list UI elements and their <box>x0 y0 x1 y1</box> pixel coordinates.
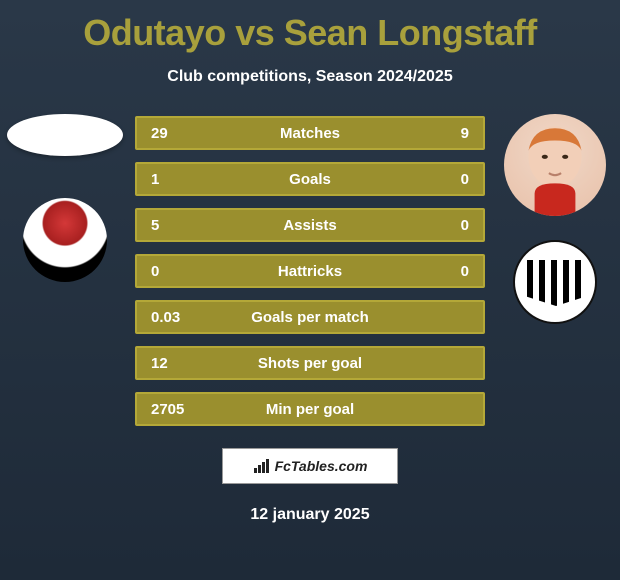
stats-table: 29 Matches 9 1 Goals 0 5 Assists 0 0 Hat… <box>135 116 485 426</box>
club-crest-left <box>23 198 107 282</box>
stat-left-value: 0.03 <box>151 309 211 326</box>
brand-box[interactable]: FcTables.com <box>222 448 398 484</box>
player-avatar-left <box>7 114 123 156</box>
stat-left-value: 12 <box>151 355 211 372</box>
stat-right-value: 0 <box>409 171 469 188</box>
chart-icon <box>253 459 271 473</box>
right-column <box>501 114 609 324</box>
stat-row: 2705 Min per goal <box>135 392 485 426</box>
stat-label: Matches <box>211 125 409 142</box>
player-avatar-right <box>504 114 606 216</box>
stat-row: 5 Assists 0 <box>135 208 485 242</box>
stat-left-value: 1 <box>151 171 211 188</box>
page-title: Odutayo vs Sean Longstaff <box>83 12 537 54</box>
player-face-icon <box>504 114 606 216</box>
stat-left-value: 0 <box>151 263 211 280</box>
stat-label: Goals per match <box>211 309 409 326</box>
stat-row: 0 Hattricks 0 <box>135 254 485 288</box>
stat-row: 1 Goals 0 <box>135 162 485 196</box>
stat-label: Assists <box>211 217 409 234</box>
comparison-content: 29 Matches 9 1 Goals 0 5 Assists 0 0 Hat… <box>0 114 620 426</box>
stat-right-value: 9 <box>409 125 469 142</box>
date-text: 12 january 2025 <box>250 506 369 524</box>
stat-label: Hattricks <box>211 263 409 280</box>
stat-left-value: 5 <box>151 217 211 234</box>
stat-left-value: 29 <box>151 125 211 142</box>
stat-right-value: 0 <box>409 263 469 280</box>
stat-left-value: 2705 <box>151 401 211 418</box>
stat-label: Shots per goal <box>211 355 409 372</box>
subtitle: Club competitions, Season 2024/2025 <box>167 68 452 86</box>
stat-row: 29 Matches 9 <box>135 116 485 150</box>
stat-label: Min per goal <box>211 401 409 418</box>
brand-label: FcTables.com <box>275 458 368 474</box>
stat-right-value: 0 <box>409 217 469 234</box>
stat-label: Goals <box>211 171 409 188</box>
left-column <box>11 114 119 282</box>
club-crest-right <box>513 240 597 324</box>
stat-row: 0.03 Goals per match <box>135 300 485 334</box>
stat-row: 12 Shots per goal <box>135 346 485 380</box>
